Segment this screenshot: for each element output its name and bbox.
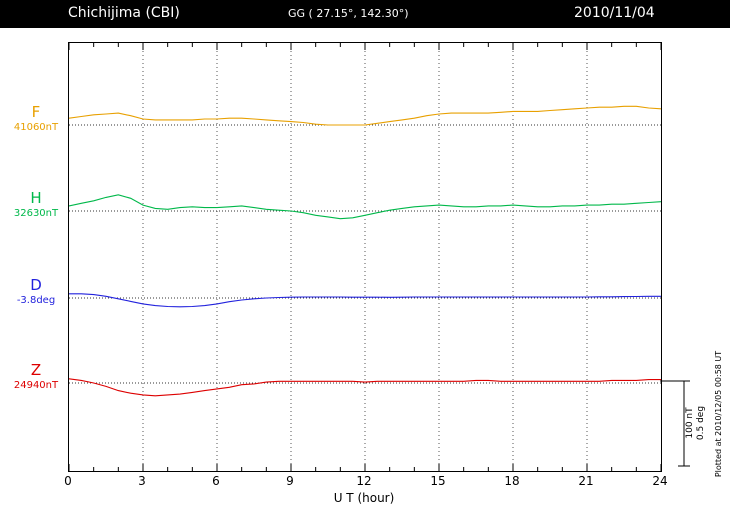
component-baseline-z: 24940nT <box>13 380 59 391</box>
component-letter-d: D <box>30 276 42 294</box>
component-baseline-f: 41060nT <box>13 122 59 133</box>
x-tick-label: 21 <box>578 474 594 488</box>
x-tick-label: 15 <box>430 474 446 488</box>
component-letter-h: H <box>30 189 42 207</box>
component-baseline-h: 32630nT <box>13 208 59 219</box>
x-tick-label: 24 <box>652 474 668 488</box>
x-tick-label: 9 <box>286 474 294 488</box>
x-tick-label: 3 <box>138 474 146 488</box>
plotted-at-note: Plotted at 2010/12/05 00:58 UT <box>714 350 723 478</box>
magnetogram-chart <box>69 43 661 471</box>
title-bar: Chichijima (CBI) GG ( 27.15°, 142.30°) 2… <box>0 0 730 28</box>
component-letter-z: Z <box>30 361 42 379</box>
scale-bracket <box>660 380 690 467</box>
x-tick-label: 12 <box>356 474 372 488</box>
plot-area <box>68 42 662 472</box>
x-tick-label: 18 <box>504 474 520 488</box>
x-tick-label: 0 <box>64 474 72 488</box>
geographic-coordinates: GG ( 27.15°, 142.30°) <box>288 7 409 20</box>
scale-label-nt: 100 nT <box>685 407 695 439</box>
plot-date: 2010/11/04 <box>574 5 655 21</box>
component-baseline-d: -3.8deg <box>16 295 56 306</box>
station-name: Chichijima (CBI) <box>68 5 180 21</box>
x-axis-tick-labels: 0 3 6 9 12 15 18 21 24 <box>64 474 667 488</box>
component-letter-f: F <box>31 103 41 121</box>
x-tick-label: 6 <box>212 474 220 488</box>
scale-label-deg: 0.5 deg <box>696 405 706 441</box>
scale-bar-labels: 100 nT 0.5 deg <box>685 368 709 478</box>
x-axis-label: U T (hour) <box>333 491 395 505</box>
